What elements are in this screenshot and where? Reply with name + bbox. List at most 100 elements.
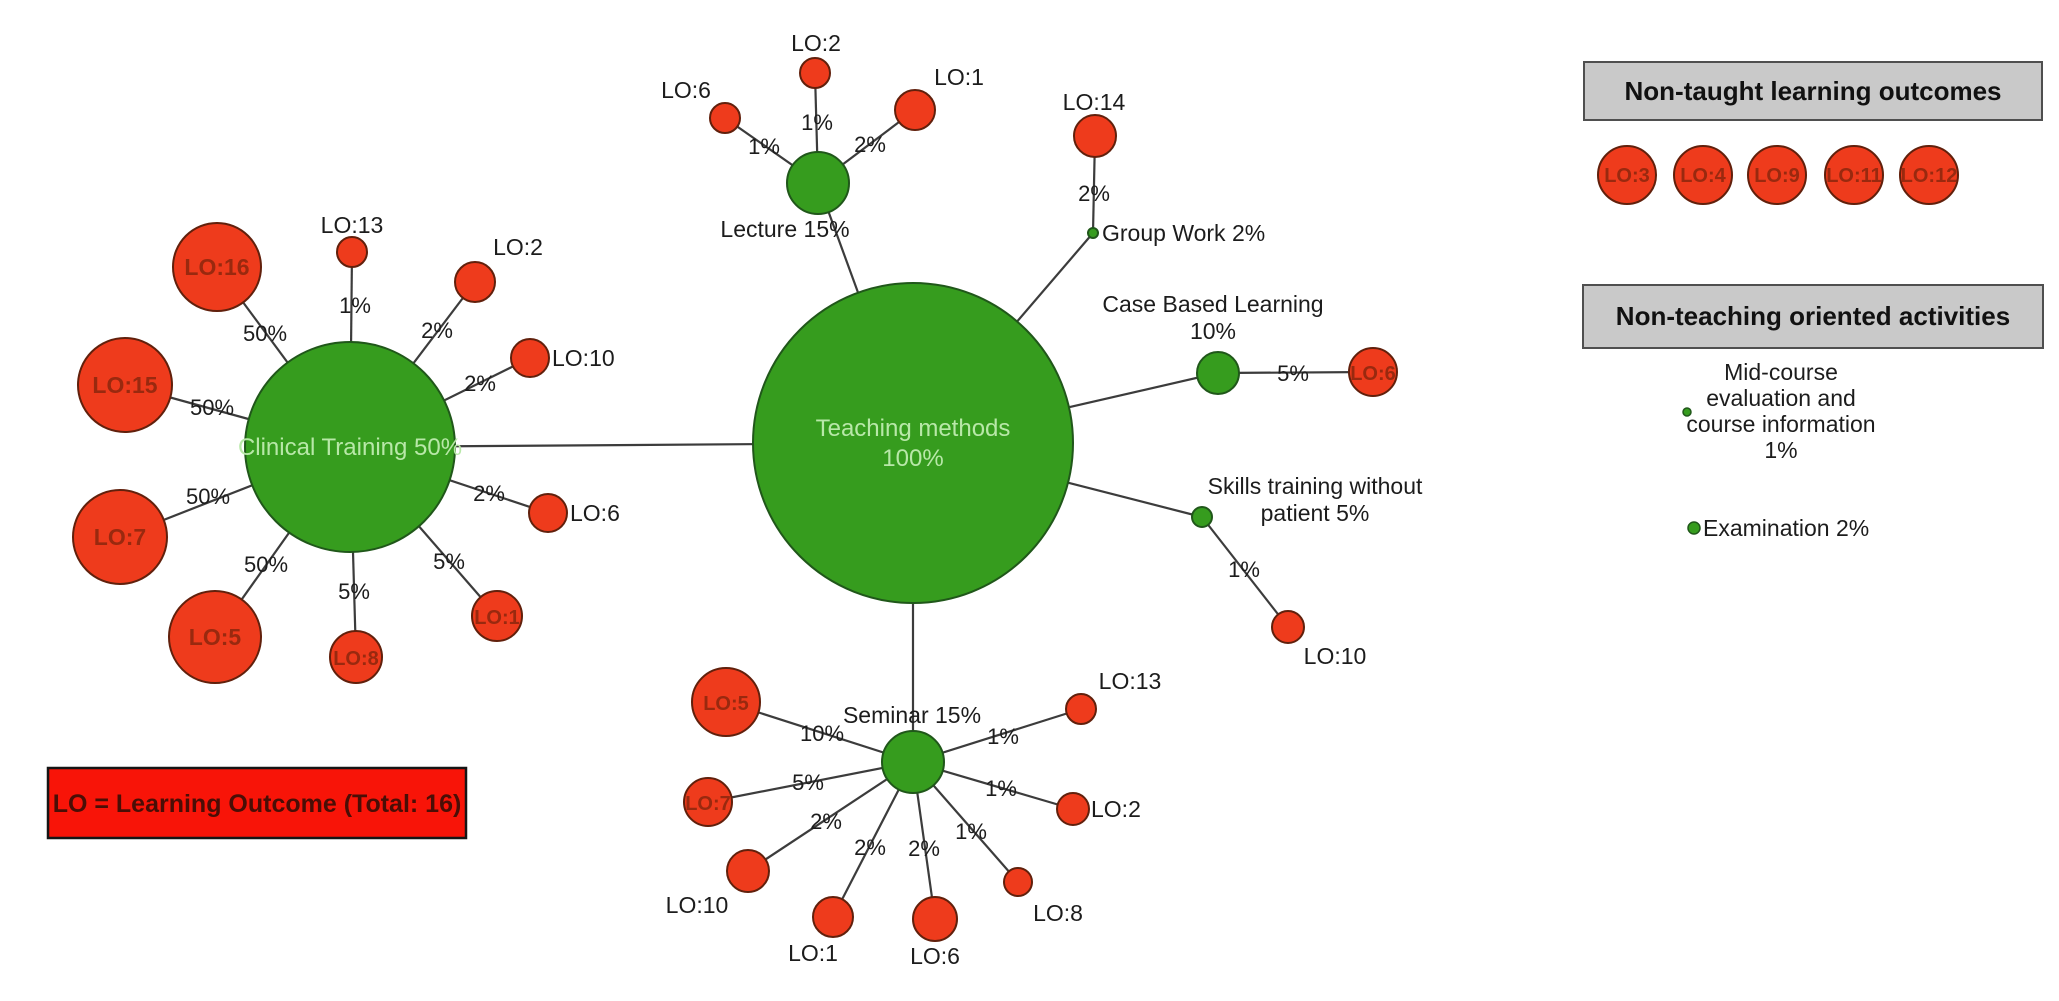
lo-circle bbox=[329, 630, 383, 684]
non-teaching-panel: Non-teaching oriented activities Mid-cou… bbox=[1582, 284, 2044, 541]
lo-circle bbox=[528, 493, 568, 533]
pct-label: 50% bbox=[190, 395, 234, 420]
lo-label: LO:7 bbox=[94, 524, 146, 550]
lo-label: LO:6 bbox=[1350, 363, 1396, 385]
lo-label: LO:7 bbox=[685, 793, 731, 815]
lo-label: LO:14 bbox=[1063, 89, 1126, 115]
pct-label: 5% bbox=[1277, 361, 1309, 386]
mid-course-line-3: course information bbox=[1686, 411, 1875, 437]
lo-label: LO:6 bbox=[910, 943, 960, 969]
hub-lecture-circle bbox=[786, 151, 850, 215]
legend: LO = Learning Outcome (Total: 16) bbox=[46, 766, 468, 840]
lo-label: LO:13 bbox=[1099, 668, 1162, 694]
pct-label: 2% bbox=[854, 132, 886, 157]
edge-line bbox=[1217, 370, 1374, 375]
hub-label: Case Based Learning bbox=[1102, 291, 1323, 317]
lo-label: LO:6 bbox=[570, 500, 620, 526]
lo-label: LO:8 bbox=[333, 648, 379, 670]
lo-circle bbox=[709, 102, 741, 134]
hub-teaching-circle bbox=[752, 282, 1074, 604]
hub-skills-circle bbox=[1191, 506, 1213, 528]
examination-dot bbox=[1687, 521, 1701, 535]
lo-circle bbox=[336, 236, 368, 268]
non-taught-lo-circle bbox=[1597, 145, 1657, 205]
hub-label: Group Work 2% bbox=[1102, 220, 1265, 246]
pct-label: 1% bbox=[987, 724, 1019, 749]
lo-label: LO:8 bbox=[1033, 900, 1083, 926]
pct-label: 10% bbox=[800, 721, 844, 746]
mid-course-line-4: 1% bbox=[1764, 437, 1797, 463]
non-taught-lo-circle bbox=[1673, 145, 1733, 205]
lo-circle bbox=[454, 261, 496, 303]
mid-course-dot bbox=[1682, 407, 1692, 417]
pct-label: 1% bbox=[339, 293, 371, 318]
hub-label: Lecture 15% bbox=[720, 216, 849, 242]
lo-circle bbox=[691, 667, 761, 737]
lo-circle bbox=[726, 849, 770, 893]
lo-circle bbox=[471, 590, 523, 642]
non-taught-lo-circle bbox=[1747, 145, 1807, 205]
edge-line bbox=[1201, 516, 1289, 628]
non-taught-lo-label: LO:12 bbox=[1901, 165, 1958, 187]
lo-circle bbox=[799, 57, 831, 89]
lo-label: LO:2 bbox=[1091, 796, 1141, 822]
pct-label: 2% bbox=[854, 835, 886, 860]
lo-label: LO:5 bbox=[189, 624, 242, 650]
non-taught-lo-label: LO:3 bbox=[1604, 165, 1650, 187]
lo-circle bbox=[1065, 693, 1097, 725]
pct-label: 50% bbox=[244, 552, 288, 577]
non-taught-lo-label: LO:11 bbox=[1826, 165, 1882, 187]
hub-label: Seminar 15% bbox=[843, 702, 981, 728]
lo-circle bbox=[172, 222, 262, 312]
lo-label: LO:10 bbox=[666, 892, 729, 918]
pct-label: 5% bbox=[792, 770, 824, 795]
non-taught-panel: Non-taught learning outcomes LO:3 LO:4 LO:… bbox=[1583, 61, 2043, 205]
hub-label: patient 5% bbox=[1261, 500, 1370, 526]
non-taught-header-box bbox=[1583, 61, 2043, 121]
lo-circle bbox=[912, 896, 958, 942]
lo-label: LO:6 bbox=[661, 77, 711, 103]
lo-circle bbox=[72, 489, 168, 585]
lo-label: LO:2 bbox=[791, 30, 841, 56]
pct-label: 2% bbox=[421, 318, 453, 343]
lo-circle bbox=[1271, 610, 1305, 644]
pct-label: 2% bbox=[473, 481, 505, 506]
hub-label: 10% bbox=[1190, 318, 1236, 344]
hub-seminar-circle bbox=[881, 730, 945, 794]
lo-label: LO:1 bbox=[934, 64, 984, 90]
lo-label: LO:2 bbox=[493, 234, 543, 260]
non-teaching-header-box bbox=[1582, 284, 2044, 349]
lo-label: LO:5 bbox=[703, 693, 749, 715]
mid-course-line-2: evaluation and bbox=[1706, 385, 1856, 411]
non-taught-header-title: Non-taught learning outcomes bbox=[1625, 76, 2002, 106]
hub-label: Clinical Training 50% bbox=[238, 434, 462, 461]
hub-label: 100% bbox=[882, 445, 943, 472]
lo-label: LO:16 bbox=[184, 254, 249, 280]
lo-label: LO:15 bbox=[92, 372, 157, 398]
hub-case-circle bbox=[1196, 351, 1240, 395]
lo-label: LO:10 bbox=[552, 345, 615, 371]
non-taught-items: LO:3 LO:4 LO:9 LO:11 LO:12 bbox=[1597, 145, 1959, 205]
nodes-layer bbox=[72, 57, 1398, 942]
pct-label: 5% bbox=[433, 549, 465, 574]
hub-label: Skills training without bbox=[1208, 473, 1423, 499]
lo-circle bbox=[77, 337, 173, 433]
pct-label: 50% bbox=[243, 321, 287, 346]
lo-circle bbox=[510, 338, 550, 378]
non-teaching-header-title: Non-teaching oriented activities bbox=[1616, 301, 2010, 331]
pct-label: 2% bbox=[908, 836, 940, 861]
non-taught-lo-label: LO:4 bbox=[1680, 165, 1726, 187]
hub-clinical-circle bbox=[244, 341, 456, 553]
pct-label: 5% bbox=[338, 579, 370, 604]
examination-label: Examination 2% bbox=[1703, 515, 1869, 541]
lo-label: LO:1 bbox=[474, 607, 520, 629]
edge-line bbox=[747, 761, 914, 872]
non-taught-lo-circle bbox=[1824, 145, 1884, 205]
hub-label: Teaching methods bbox=[816, 415, 1011, 442]
lo-circle bbox=[894, 89, 936, 131]
pct-label: 1% bbox=[955, 819, 987, 844]
pct-label: 2% bbox=[464, 371, 496, 396]
lo-circle bbox=[1003, 867, 1033, 897]
